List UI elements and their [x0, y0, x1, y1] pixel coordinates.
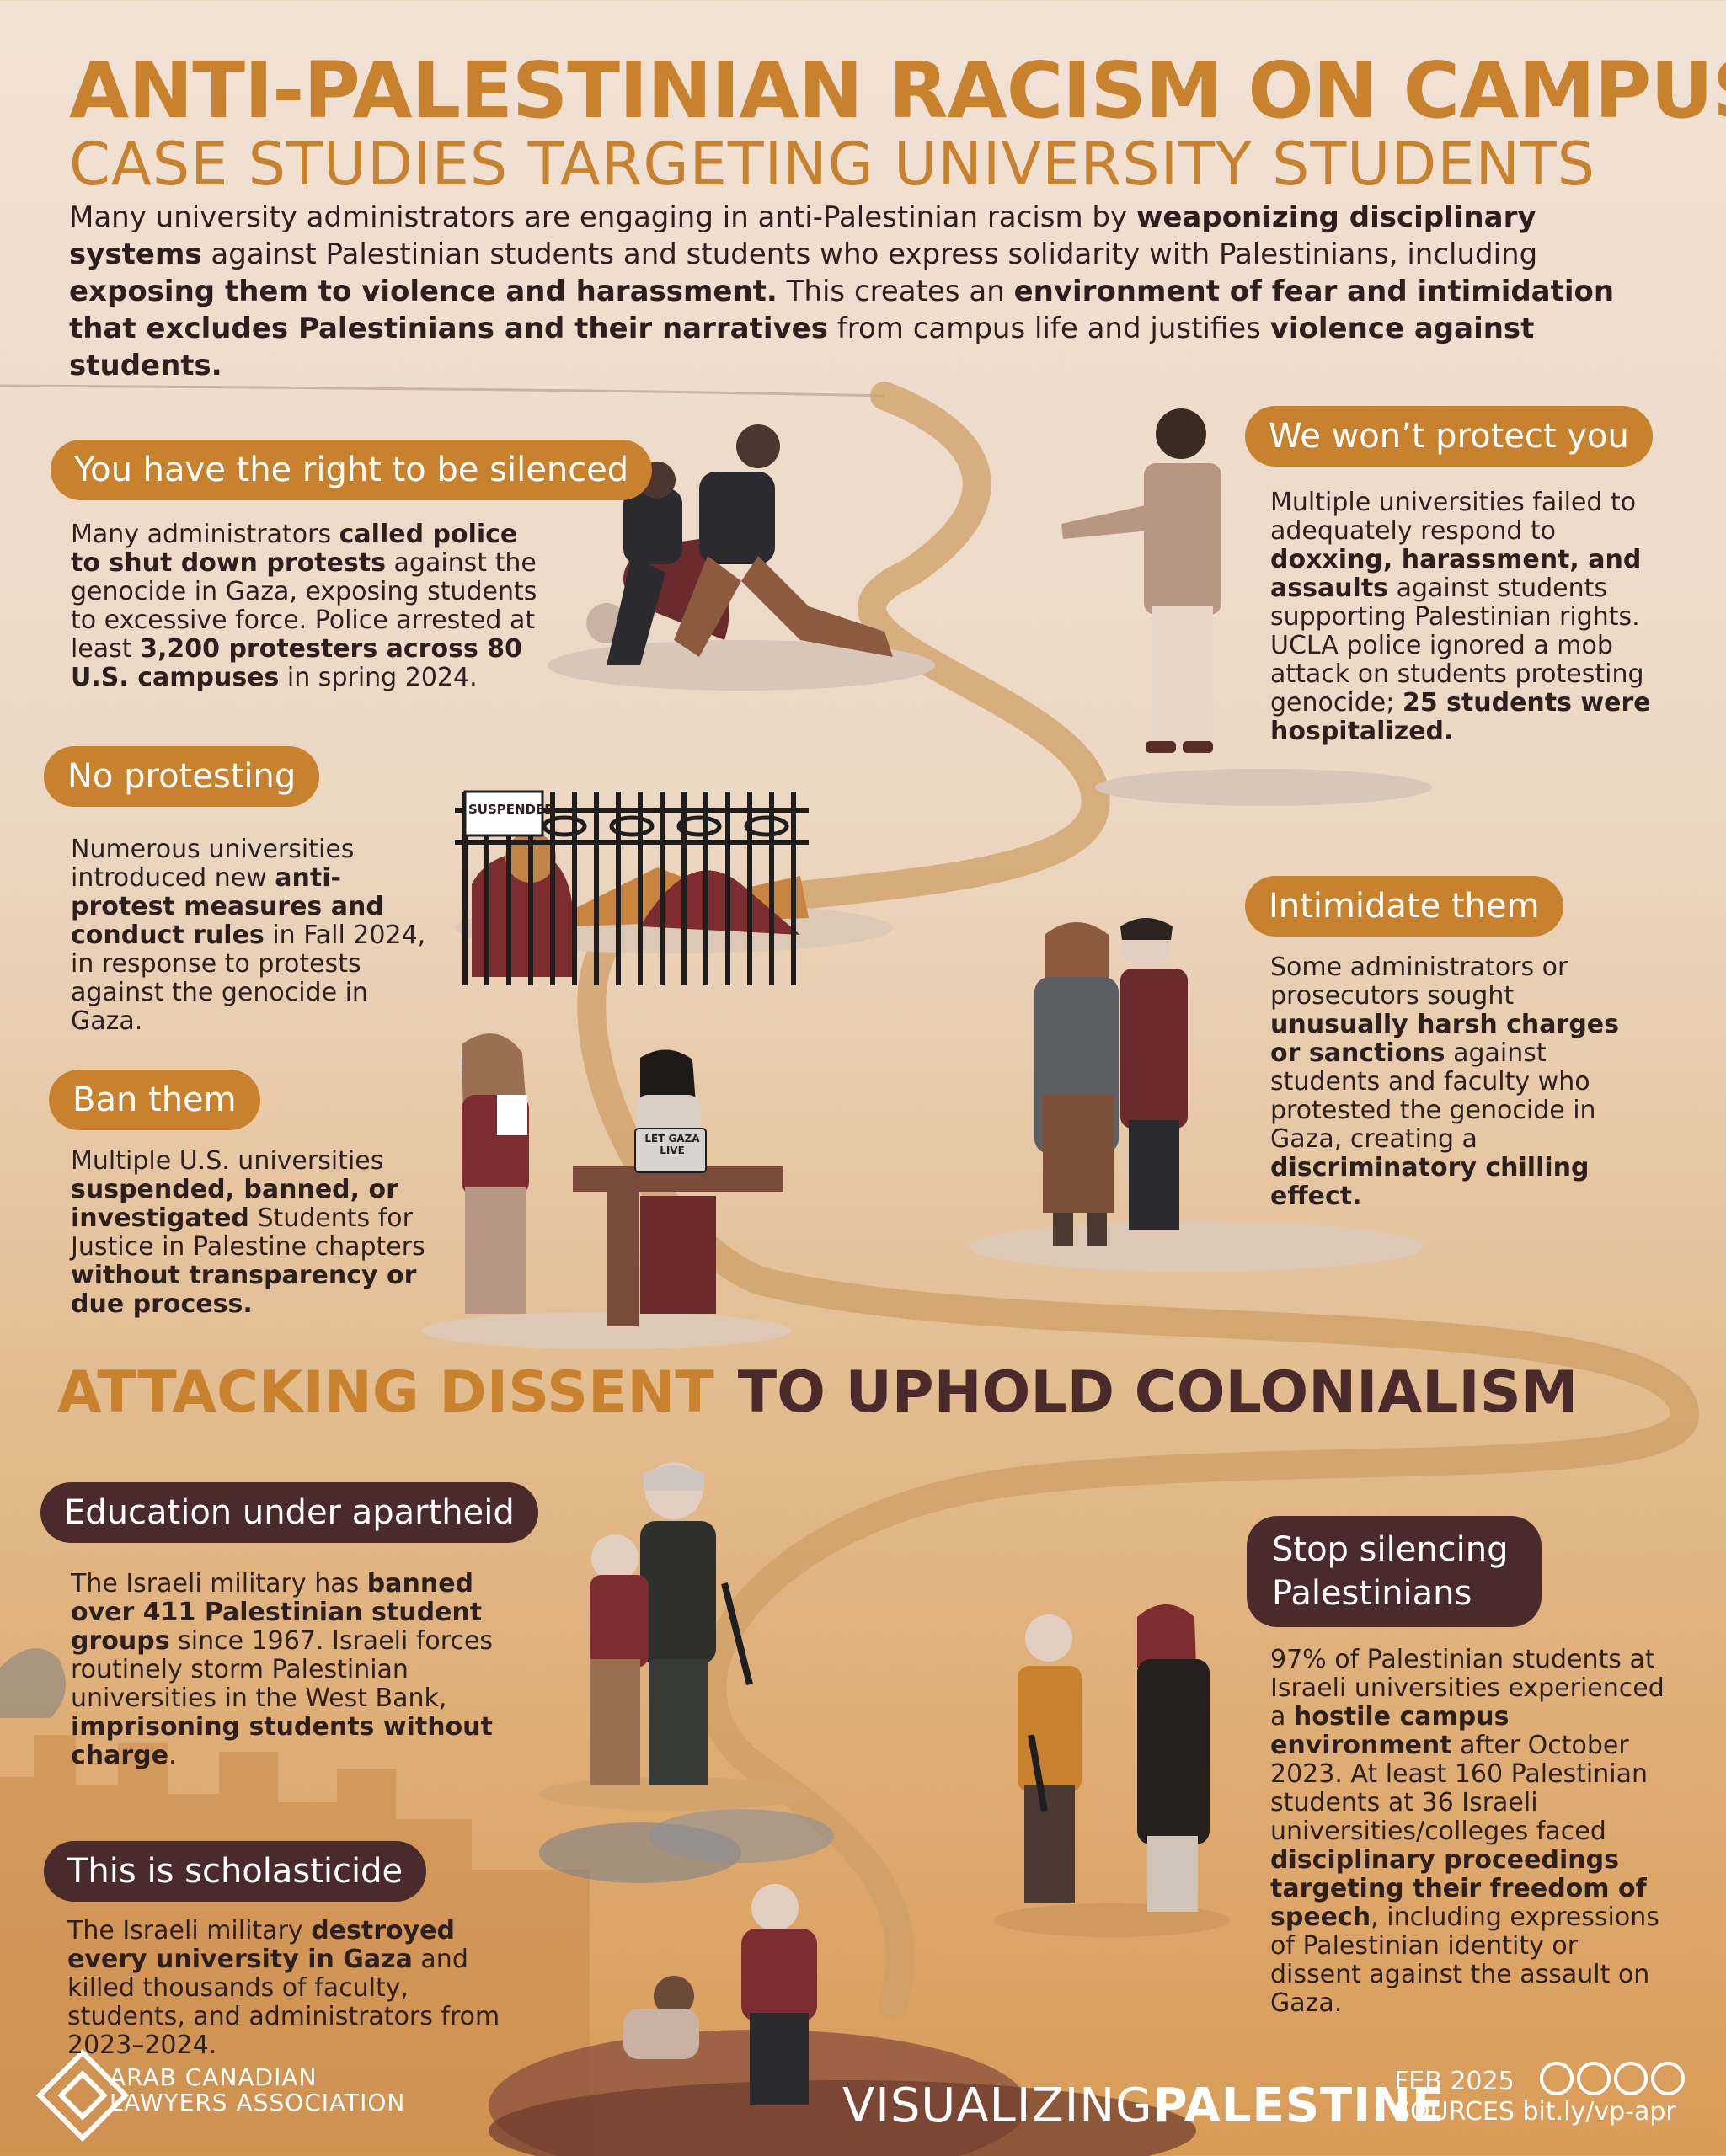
laptop-sticker: LET GAZA LIVE — [644, 1133, 700, 1156]
text-segment: against Palestinian students and student… — [201, 237, 1538, 271]
bold-segment: discriminatory chilling effect. — [1270, 1153, 1590, 1211]
text-segment: Many university administrators are engag… — [69, 200, 1136, 234]
footer-brand-light: VISUALIZING — [842, 2079, 1153, 2133]
footer-organization: ARAB CANADIAN LAWYERS ASSOCIATION — [110, 2065, 405, 2116]
bold-segment: anti-protest measures and conduct rules — [71, 863, 384, 950]
bold-segment: doxxing, harassment, and assaults — [1270, 545, 1642, 603]
footer-sources: SOURCES bit.ly/vp-apr — [1394, 2097, 1676, 2127]
text-segment: against the genocide in Gaza, exposing s… — [71, 548, 537, 664]
bold-segment: 25 students were hospitalized. — [1270, 688, 1651, 746]
footer-org-line1: ARAB CANADIAN — [110, 2063, 318, 2091]
text-segment: Multiple universities failed to adequate… — [1270, 488, 1637, 546]
text-scholasticide: The Israeli military destroyed every uni… — [67, 1917, 522, 2060]
divider-line — [0, 384, 885, 398]
middle-heading: ATTACKING DISSENT TO UPHOLD COLONIALISM — [57, 1364, 1578, 1422]
text-segment: and killed thousands of faculty, student… — [67, 1945, 500, 2060]
text-apartheid: The Israeli military has banned over 411… — [71, 1570, 517, 1770]
text-segment: Some administrators or prosecutors sough… — [1270, 953, 1568, 1011]
text-segment: against students supporting Palestinian … — [1270, 574, 1644, 718]
bold-segment: disciplinary proceedings targeting their… — [1270, 1845, 1647, 1932]
footer-meta: FEB 2025 SOURCES bit.ly/vp-apr — [1394, 2067, 1676, 2127]
text-segment: Multiple U.S. universities — [71, 1146, 384, 1176]
intro-paragraph: Many university administrators are engag… — [69, 199, 1653, 384]
text-segment: against students and faculty who protest… — [1270, 1038, 1596, 1154]
label-silenced: You have the right to be silenced — [51, 440, 653, 500]
text-ban: Multiple U.S. universities suspended, ba… — [71, 1147, 441, 1319]
city-ruins — [0, 1648, 590, 2156]
text-no-protesting: Numerous universities introduced new ant… — [71, 835, 441, 1036]
middle-heading-part2: TO UPHOLD COLONIALISM — [737, 1359, 1579, 1426]
bold-segment: hostile campus environment — [1270, 1702, 1510, 1760]
text-segment: in spring 2024. — [279, 663, 478, 692]
text-segment: since 1967. Israeli forces routinely sto… — [71, 1626, 494, 1713]
text-segment: , including expressions of Palestinian i… — [1270, 1903, 1659, 2018]
footer-brand-bold: PALESTINE — [1152, 2079, 1445, 2133]
text-silenced: Many administrators called police to shu… — [71, 520, 542, 692]
footer-date: FEB 2025 — [1394, 2067, 1515, 2096]
bold-segment: banned over 411 Palestinian student grou… — [71, 1569, 483, 1656]
bold-segment: environment of fear and intimidation tha… — [69, 275, 1615, 345]
bold-segment: called police to shut down protests — [71, 520, 518, 578]
bold-segment: 3,200 protesters across 80 U.S. campuses — [71, 634, 522, 692]
text-intimidate: Some administrators or prosecutors sough… — [1270, 953, 1649, 1211]
soldier-illustration — [539, 1462, 809, 1811]
intimidation-illustration — [969, 916, 1424, 1272]
label-stop-silencing: Stop silencing Palestinians — [1247, 1516, 1542, 1627]
bold-segment: suspended, banned, or investigated — [71, 1175, 398, 1233]
text-segment: Students for Justice in Palestine chapte… — [71, 1203, 425, 1262]
fence-illustration — [455, 790, 893, 985]
text-segment: 97% of Palestinian students at Israeli u… — [1270, 1645, 1665, 1732]
text-stop-silencing: 97% of Palestinian students at Israeli u… — [1270, 1646, 1666, 2018]
text-segment: in Fall 2024, in response to protests ag… — [71, 921, 426, 1036]
bold-segment: exposing them to violence and harassment… — [69, 275, 778, 308]
text-segment: after October 2023. At least 160 Palesti… — [1270, 1731, 1649, 1846]
acla-logo — [35, 2048, 130, 2143]
text-segment: Numerous universities introduced new — [71, 835, 355, 893]
bold-segment: weaponizing disciplinary systems — [69, 200, 1536, 271]
creative-commons-icons — [1540, 2062, 1685, 2095]
page-subtitle: CASE STUDIES TARGETING UNIVERSITY STUDEN… — [69, 130, 1596, 199]
suspended-sign: SUSPENDED — [468, 802, 555, 817]
footer-brand: VISUALIZINGPALESTINE — [842, 2079, 1445, 2133]
students-illustration — [994, 1604, 1230, 1937]
administrator-pointing-illustration — [1061, 408, 1432, 806]
label-apartheid: Education under apartheid — [40, 1482, 538, 1543]
label-scholasticide: This is scholasticide — [44, 1841, 427, 1902]
text-segment: This creates an — [777, 275, 1014, 308]
text-segment: The Israeli military — [67, 1916, 312, 1945]
page-title: ANTI-PALESTINIAN RACISM ON CAMPUS — [69, 45, 1726, 136]
bold-segment: destroyed every university in Gaza — [67, 1916, 456, 1974]
winding-path — [577, 382, 1700, 2019]
police-arrest-illustration — [548, 424, 935, 691]
text-protect: Multiple universities failed to adequate… — [1270, 488, 1666, 746]
ban-illustration — [421, 1033, 792, 1349]
bold-segment: imprisoning students without charge — [71, 1712, 493, 1770]
text-segment: The Israeli military has — [71, 1569, 367, 1598]
label-no-protesting: No protesting — [44, 746, 320, 807]
bold-segment: violence against students. — [69, 312, 1535, 382]
text-segment: . — [168, 1741, 177, 1770]
text-segment: from campus life and justifies — [827, 312, 1270, 345]
middle-heading-part1: ATTACKING DISSENT — [57, 1359, 714, 1426]
bold-segment: without transparency or due process. — [71, 1261, 417, 1319]
label-protect: We won’t protect you — [1245, 406, 1653, 467]
footer-org-line2: LAWYERS ASSOCIATION — [110, 2089, 406, 2116]
bold-segment: unusually harsh charges or sanctions — [1270, 1010, 1620, 1068]
label-intimidate: Intimidate them — [1245, 876, 1563, 937]
rubble-figures-illustration — [623, 1884, 817, 2105]
label-ban: Ban them — [49, 1070, 260, 1130]
text-segment: Many administrators — [71, 520, 339, 549]
